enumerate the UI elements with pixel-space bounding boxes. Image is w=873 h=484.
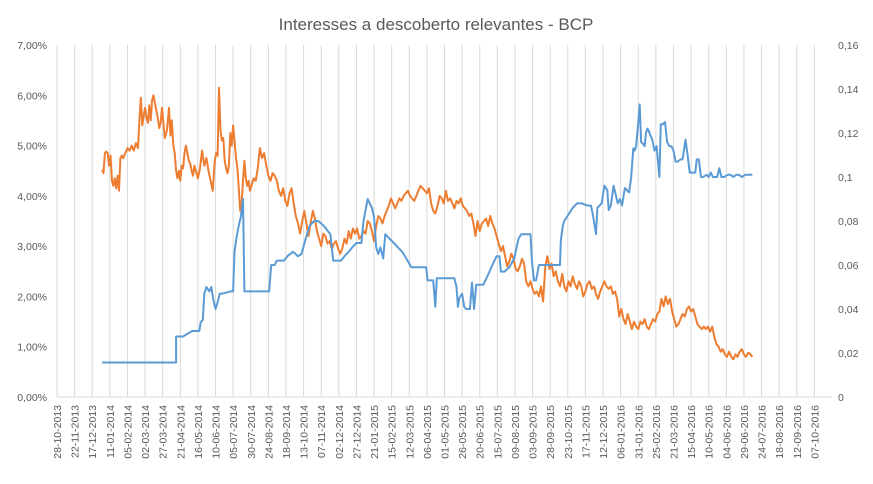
- gridlines: [56, 45, 815, 397]
- x-tick-label: 21-03-2016: [668, 405, 680, 459]
- x-tick-label: 28-09-2015: [545, 405, 557, 459]
- y2-tick-label: 0,14: [838, 84, 859, 96]
- x-tick-label: 11-01-2014: [105, 405, 117, 458]
- series-line-2: [102, 103, 753, 364]
- x-tick-label: 15-02-2015: [387, 405, 399, 459]
- x-tick-label: 26-05-2015: [457, 405, 469, 459]
- x-tick-label: 10-05-2016: [704, 405, 716, 459]
- x-tick-label: 23-10-2015: [563, 405, 575, 459]
- x-tick-label: 06-04-2015: [422, 405, 434, 459]
- y2-tick-label: 0,04: [838, 304, 859, 316]
- x-tick-label: 03-09-2015: [528, 405, 540, 459]
- y2-tick-label: 0,12: [838, 128, 859, 140]
- x-tick-label: 12-09-2016: [792, 405, 804, 459]
- x-tick-label: 17-12-2013: [87, 405, 99, 459]
- x-tick-label: 15-07-2015: [492, 405, 504, 459]
- chart-title: Interesses a descoberto relevantes - BCP: [279, 15, 594, 34]
- x-tick-label: 24-08-2014: [263, 405, 275, 459]
- x-tick-label: 07-11-2014: [316, 405, 328, 458]
- axes: 28-10-2013 22-11-2013 17-12-2013 11-01-2014…: [17, 40, 858, 459]
- x-tick-label: 05-02-2014: [122, 405, 134, 459]
- x-tick-label: 29-06-2016: [739, 405, 751, 459]
- x-tick-label: 31-01-2016: [633, 405, 645, 459]
- x-tick-label: 18-09-2014: [281, 405, 293, 459]
- x-tick-label: 12-03-2015: [404, 405, 416, 459]
- x-tick-label: 16-05-2014: [193, 405, 205, 459]
- x-tick-label: 27-12-2014: [351, 405, 363, 459]
- y-tick-label: 4,00%: [17, 191, 47, 203]
- x-tick-label: 12-12-2015: [598, 405, 610, 459]
- y-tick-label: 2,00%: [17, 291, 47, 303]
- y2-tick-label: 0,06: [838, 260, 859, 272]
- x-tick-label: 01-05-2015: [440, 405, 452, 459]
- x-tick-label: 06-01-2016: [616, 405, 628, 459]
- y-tick-label: 6,00%: [17, 90, 47, 102]
- x-tick-label: 18-08-2016: [774, 405, 786, 459]
- x-tick-label: 17-11-2015: [580, 405, 592, 458]
- x-tick-label: 10-06-2014: [211, 405, 223, 459]
- series-lines: [101, 86, 754, 364]
- x-tick-label: 02-03-2014: [140, 405, 152, 459]
- y2-tick-label: 0,02: [838, 348, 859, 360]
- y-tick-label: 0,00%: [17, 392, 47, 404]
- x-tick-label: 22-11-2013: [70, 405, 82, 458]
- x-tick-label: 28-10-2013: [52, 405, 64, 459]
- x-tick-label: 21-04-2014: [175, 405, 187, 459]
- y2-tick-label: 0,16: [838, 40, 859, 52]
- y-tick-label: 7,00%: [17, 40, 47, 52]
- x-tick-label: 15-04-2016: [686, 405, 698, 459]
- x-tick-label: 09-08-2015: [510, 405, 522, 459]
- y2-tick-label: 0: [838, 392, 844, 404]
- x-tick-label: 25-02-2016: [651, 405, 663, 459]
- x-tick-label: 24-07-2016: [757, 405, 769, 459]
- x-tick-label: 04-06-2016: [721, 405, 733, 459]
- y-tick-label: 3,00%: [17, 241, 47, 253]
- x-tick-label: 05-07-2014: [228, 405, 240, 459]
- x-tick-label: 27-03-2014: [158, 405, 170, 459]
- x-tick-label: 30-07-2014: [246, 405, 258, 459]
- x-tick-label: 07-10-2016: [809, 405, 821, 459]
- y-tick-label: 1,00%: [17, 342, 47, 354]
- x-tick-label: 21-01-2015: [369, 405, 381, 459]
- x-tick-label: 20-06-2015: [475, 405, 487, 459]
- series-line-1: [101, 86, 754, 361]
- x-tick-label: 02-12-2014: [334, 405, 346, 459]
- y2-tick-label: 0,1: [838, 172, 853, 184]
- x-tick-label: 13-10-2014: [299, 405, 311, 459]
- y-tick-label: 5,00%: [17, 141, 47, 153]
- y2-tick-label: 0,08: [838, 216, 859, 228]
